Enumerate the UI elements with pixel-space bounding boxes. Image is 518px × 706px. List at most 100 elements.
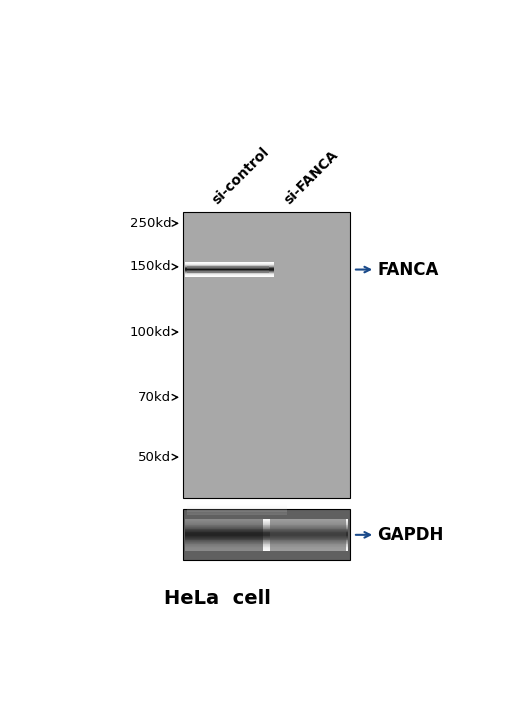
Bar — [185, 528, 263, 529]
Bar — [185, 550, 348, 551]
Bar — [270, 528, 347, 529]
Bar — [270, 535, 347, 536]
Bar — [185, 531, 348, 532]
Bar — [183, 213, 350, 498]
Bar — [185, 533, 263, 534]
Bar — [185, 526, 348, 527]
Bar — [270, 526, 347, 527]
Bar — [185, 531, 263, 532]
Bar — [270, 519, 347, 520]
Bar — [270, 547, 347, 549]
Bar — [185, 546, 348, 547]
Bar — [185, 520, 263, 522]
Bar — [185, 525, 348, 526]
Text: 70kd: 70kd — [138, 391, 171, 404]
Bar — [185, 534, 348, 535]
Bar — [185, 519, 348, 520]
Bar — [185, 520, 348, 522]
Bar — [270, 529, 347, 530]
Bar — [270, 542, 347, 543]
Bar — [270, 537, 347, 538]
Bar — [270, 522, 347, 523]
Text: GAPDH: GAPDH — [377, 526, 443, 544]
Bar — [270, 540, 347, 541]
Bar — [270, 536, 347, 537]
Bar — [187, 507, 287, 509]
Bar — [270, 534, 347, 535]
Text: si-control: si-control — [209, 145, 272, 207]
Bar — [187, 506, 287, 508]
Bar — [187, 508, 287, 510]
Bar — [270, 523, 347, 524]
Bar — [185, 543, 263, 544]
Bar — [185, 536, 348, 537]
Bar — [270, 532, 347, 533]
Bar — [185, 519, 263, 520]
Bar — [187, 513, 287, 514]
Bar — [185, 529, 263, 530]
Bar — [270, 538, 347, 539]
Bar — [187, 505, 287, 507]
Text: 100kd: 100kd — [130, 325, 171, 339]
Bar — [270, 550, 347, 551]
Bar — [185, 535, 348, 536]
Bar — [185, 542, 348, 543]
Bar — [185, 540, 348, 541]
Bar — [270, 525, 347, 526]
Bar — [270, 520, 347, 522]
Bar — [185, 532, 263, 533]
Bar — [185, 537, 263, 538]
Bar — [185, 541, 348, 542]
Text: HeLa  cell: HeLa cell — [164, 589, 271, 608]
Bar — [270, 530, 347, 531]
Bar — [185, 530, 348, 531]
Bar — [185, 530, 263, 531]
Bar — [185, 535, 263, 536]
Bar — [185, 524, 348, 525]
Text: si-FANCA: si-FANCA — [282, 148, 341, 207]
Bar — [187, 510, 287, 512]
Bar — [187, 504, 287, 505]
Bar — [185, 522, 348, 523]
Text: FANCA: FANCA — [377, 261, 438, 279]
Bar — [185, 532, 348, 533]
Bar — [185, 540, 263, 541]
Bar — [185, 545, 348, 546]
Bar — [187, 514, 287, 515]
Bar — [185, 527, 263, 528]
Bar — [270, 531, 347, 532]
Text: 250kd: 250kd — [130, 217, 171, 230]
Bar — [185, 537, 348, 538]
Bar — [185, 539, 263, 540]
Bar — [187, 511, 287, 513]
Bar — [185, 524, 263, 525]
Bar — [185, 529, 348, 530]
Bar — [270, 541, 347, 542]
Bar — [185, 527, 348, 528]
Bar — [185, 526, 263, 527]
Text: 50kd: 50kd — [138, 450, 171, 464]
Bar — [185, 533, 348, 534]
Bar — [185, 545, 263, 546]
Bar — [185, 538, 348, 539]
Bar — [185, 550, 263, 551]
Bar — [185, 541, 263, 542]
Bar — [270, 533, 347, 534]
Bar — [185, 523, 263, 524]
Bar — [270, 524, 347, 525]
Bar — [185, 522, 263, 523]
Text: 150kd: 150kd — [130, 261, 171, 273]
Bar — [185, 549, 263, 550]
Bar — [185, 523, 348, 524]
Bar — [185, 536, 263, 537]
Bar — [270, 527, 347, 528]
Bar — [185, 542, 263, 543]
Bar — [185, 539, 348, 540]
Bar — [185, 528, 348, 529]
Bar — [185, 538, 263, 539]
Bar — [270, 545, 347, 546]
Bar — [185, 525, 263, 526]
Bar — [185, 543, 348, 544]
Bar — [185, 544, 263, 545]
Bar — [185, 534, 263, 535]
